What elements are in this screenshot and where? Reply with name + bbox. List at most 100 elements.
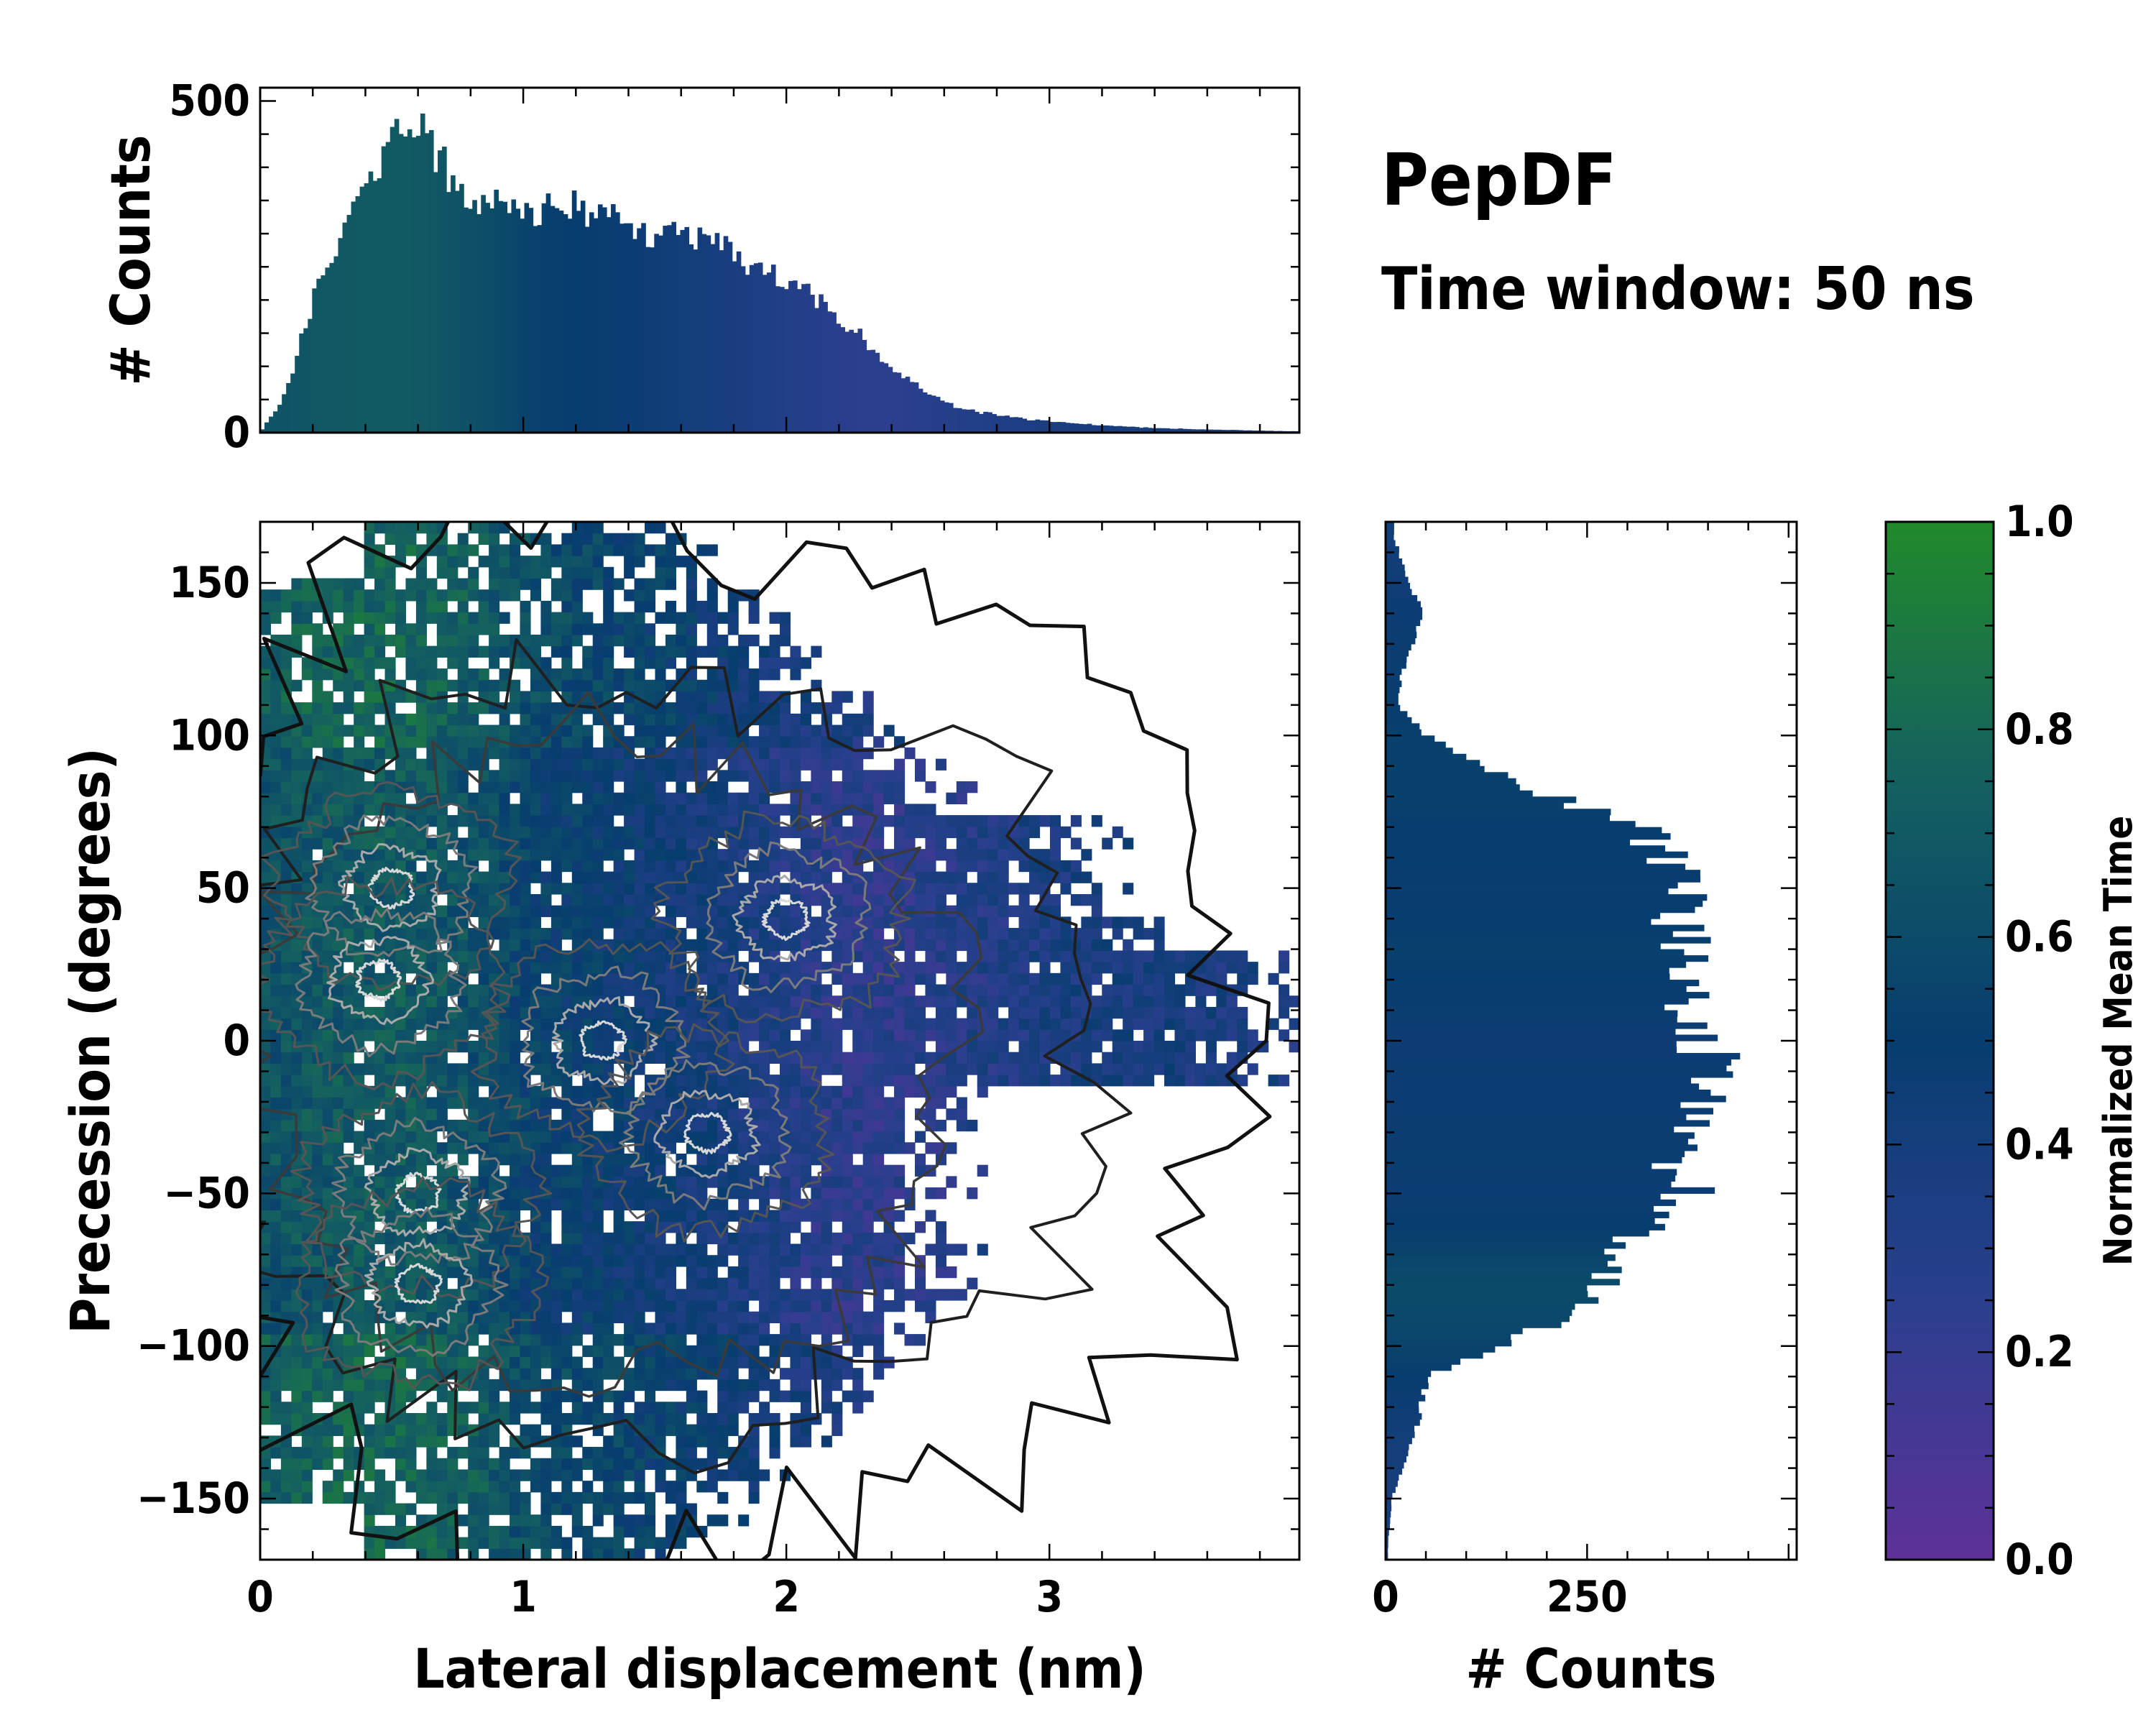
heatmap-cell — [520, 883, 531, 895]
heatmap-cell — [811, 871, 822, 883]
heatmap-cell — [312, 1390, 323, 1402]
heatmap-cell — [852, 1142, 864, 1154]
heatmap-cell — [873, 1198, 885, 1211]
heatmap-cell — [862, 691, 874, 703]
heatmap-cell — [686, 1277, 697, 1289]
heatmap-cell — [426, 871, 438, 883]
heatmap-cell — [769, 1018, 780, 1030]
heatmap-cell — [645, 1368, 656, 1380]
heatmap-cell — [291, 747, 303, 760]
heatmap-cell — [415, 1435, 427, 1448]
heatmap-cell — [270, 612, 282, 624]
heatmap-cell — [322, 1097, 333, 1109]
heatmap-cell — [727, 1210, 739, 1222]
heatmap-cell — [624, 1176, 635, 1188]
heatmap-cell — [624, 804, 635, 816]
heatmap-cell — [571, 1514, 583, 1527]
heatmap-cell — [592, 1289, 604, 1301]
heatmap-cell — [613, 792, 625, 804]
heatmap-cell — [520, 612, 531, 624]
heatmap-cell — [769, 860, 780, 873]
heatmap-cell — [821, 1198, 832, 1211]
heatmap-cell — [665, 1356, 676, 1368]
heatmap-cell — [405, 804, 417, 816]
top-histogram-bar — [390, 126, 395, 433]
heatmap-cell — [811, 1052, 822, 1064]
heatmap-cell — [769, 1379, 780, 1392]
heatmap-cell — [769, 1447, 780, 1459]
heatmap-cell — [790, 1243, 801, 1256]
heatmap-cell — [550, 589, 562, 602]
heatmap-cell — [395, 713, 407, 726]
top-histogram-bar — [464, 207, 469, 433]
heatmap-cell — [550, 837, 562, 850]
heatmap-cell — [540, 1469, 552, 1481]
heatmap-cell — [468, 758, 479, 770]
heatmap-cell — [374, 1503, 386, 1515]
heatmap-cell — [312, 1097, 323, 1109]
heatmap-cell — [603, 544, 614, 556]
top-histogram-bar — [295, 356, 300, 433]
heatmap-cell — [354, 1187, 365, 1200]
heatmap-cell — [769, 939, 780, 952]
heatmap-cell — [748, 1187, 760, 1200]
heatmap-cell — [883, 1119, 895, 1132]
heatmap-cell — [343, 1029, 354, 1041]
top-histogram-bar — [1135, 427, 1140, 433]
heatmap-cell — [510, 1266, 521, 1279]
heatmap-cell — [530, 589, 542, 602]
heatmap-cell — [384, 1300, 396, 1312]
heatmap-cell — [800, 804, 811, 816]
heatmap-cell — [852, 1006, 864, 1019]
heatmap-cell — [312, 826, 323, 839]
heatmap-cell — [571, 747, 583, 760]
heatmap-cell — [811, 1210, 822, 1222]
heatmap-cell — [676, 1198, 687, 1211]
heatmap-cell — [645, 522, 656, 534]
heatmap-cell — [260, 600, 272, 613]
heatmap-cell — [561, 1412, 573, 1425]
heatmap-cell — [415, 1537, 427, 1549]
heatmap-cell — [717, 804, 729, 816]
heatmap-cell — [686, 1390, 697, 1402]
heatmap-cell — [894, 1210, 906, 1222]
heatmap-cell — [457, 871, 469, 883]
heatmap-cell — [520, 747, 531, 760]
heatmap-cell — [738, 1379, 750, 1392]
heatmap-cell — [914, 962, 926, 974]
heatmap-cell — [645, 1266, 656, 1279]
heatmap-cell — [592, 1368, 604, 1380]
heatmap-cell — [759, 1153, 770, 1166]
heatmap-cell — [759, 1006, 770, 1019]
heatmap-cell — [831, 1187, 843, 1200]
heatmap-cell — [499, 1503, 510, 1515]
heatmap-cell — [333, 1131, 344, 1143]
heatmap-cell — [582, 679, 594, 692]
heatmap-cell — [395, 1041, 407, 1053]
heatmap-cell — [706, 702, 718, 714]
heatmap-cell — [343, 612, 354, 624]
heatmap-cell — [655, 1198, 666, 1211]
heatmap-cell — [613, 1334, 625, 1346]
heatmap-cell — [343, 1334, 354, 1346]
heatmap-cell — [894, 1176, 906, 1188]
heatmap-cell — [727, 1119, 739, 1132]
heatmap-cell — [904, 1006, 916, 1019]
heatmap-cell — [333, 1063, 344, 1075]
heatmap-cell — [489, 589, 500, 602]
heatmap-cell — [499, 1458, 510, 1471]
heatmap-cell — [530, 1255, 542, 1267]
heatmap-cell — [499, 713, 510, 726]
top-histogram-bar — [576, 211, 581, 433]
heatmap-cell — [665, 1176, 676, 1188]
heatmap-cell — [301, 713, 313, 726]
heatmap-cell — [925, 871, 936, 883]
heatmap-cell — [343, 702, 354, 714]
heatmap-cell — [914, 939, 926, 952]
heatmap-cell — [489, 566, 500, 579]
heatmap-cell — [333, 1481, 344, 1493]
heatmap-cell — [634, 1514, 645, 1527]
heatmap-cell — [634, 1277, 645, 1289]
heatmap-cell — [738, 1458, 750, 1471]
heatmap-cell — [821, 1187, 832, 1200]
